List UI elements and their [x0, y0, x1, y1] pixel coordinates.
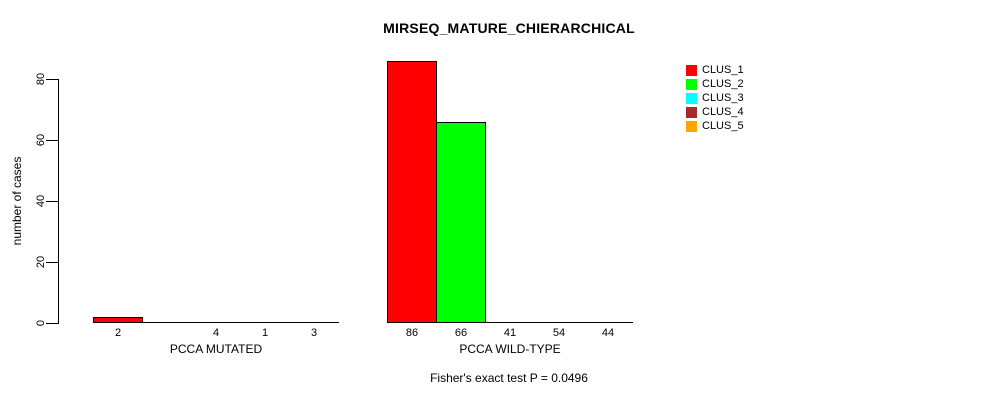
legend-row: CLUS_1	[686, 64, 744, 76]
legend-label: CLUS_2	[702, 78, 744, 90]
y-axis-tick-label: 40	[35, 194, 47, 208]
chart-title: MIRSEQ_MATURE_CHIERARCHICAL	[383, 20, 635, 36]
legend-label: CLUS_1	[702, 64, 744, 76]
bar-value-label: 3	[310, 327, 318, 339]
legend-swatch-icon	[686, 78, 697, 90]
bar-clus_4-pcca-mutated	[240, 322, 290, 323]
y-axis-tick	[46, 140, 58, 141]
bar-value-label: 66	[454, 327, 468, 339]
legend-label: CLUS_4	[702, 106, 744, 118]
bar-clus_5-pcca-mutated	[289, 322, 339, 323]
bar-value-label: 1	[261, 327, 269, 339]
bar-clus_2-pcca-wild-type	[436, 122, 486, 323]
bar-clus_3-pcca-mutated	[191, 322, 241, 323]
y-axis-line	[58, 79, 59, 324]
y-axis-tick	[46, 79, 58, 80]
legend-swatch-icon	[686, 64, 697, 76]
legend-row: CLUS_3	[686, 92, 744, 104]
y-axis-tick-label: 20	[35, 255, 47, 269]
x-axis-group-label: PCCA WILD-TYPE	[459, 342, 561, 356]
bar-clus_4-pcca-wild-type	[534, 322, 584, 323]
y-axis-tick	[46, 201, 58, 202]
bar-clus_1-pcca-wild-type	[387, 61, 437, 323]
bar-value-label: 44	[601, 327, 615, 339]
legend-row: CLUS_5	[686, 120, 744, 132]
bar-value-label: 4	[212, 327, 220, 339]
legend-swatch-icon	[686, 120, 697, 132]
bar-value-label: 86	[405, 327, 419, 339]
bar-value-label: 2	[114, 327, 122, 339]
annotation-text: Fisher's exact test P = 0.0496	[430, 371, 588, 385]
bar-clus_2-pcca-mutated	[142, 322, 192, 323]
legend-swatch-icon	[686, 92, 697, 104]
legend-swatch-icon	[686, 106, 697, 118]
y-axis-label: number of cases	[10, 156, 24, 246]
y-axis-tick	[46, 323, 58, 324]
bar-value-label: 41	[503, 327, 517, 339]
bar-clus_3-pcca-wild-type	[485, 322, 535, 323]
bar-clus_5-pcca-wild-type	[583, 322, 633, 323]
legend-row: CLUS_4	[686, 106, 744, 118]
y-axis-tick-label: 0	[35, 319, 47, 327]
x-axis-group-label: PCCA MUTATED	[169, 342, 263, 356]
legend-row: CLUS_2	[686, 78, 744, 90]
legend-label: CLUS_5	[702, 120, 744, 132]
legend-label: CLUS_3	[702, 92, 744, 104]
y-axis-tick	[46, 262, 58, 263]
y-axis-tick-label: 60	[35, 133, 47, 147]
y-axis-tick-label: 80	[35, 72, 47, 86]
bar-clus_1-pcca-mutated	[93, 317, 143, 323]
bar-value-label: 54	[552, 327, 566, 339]
